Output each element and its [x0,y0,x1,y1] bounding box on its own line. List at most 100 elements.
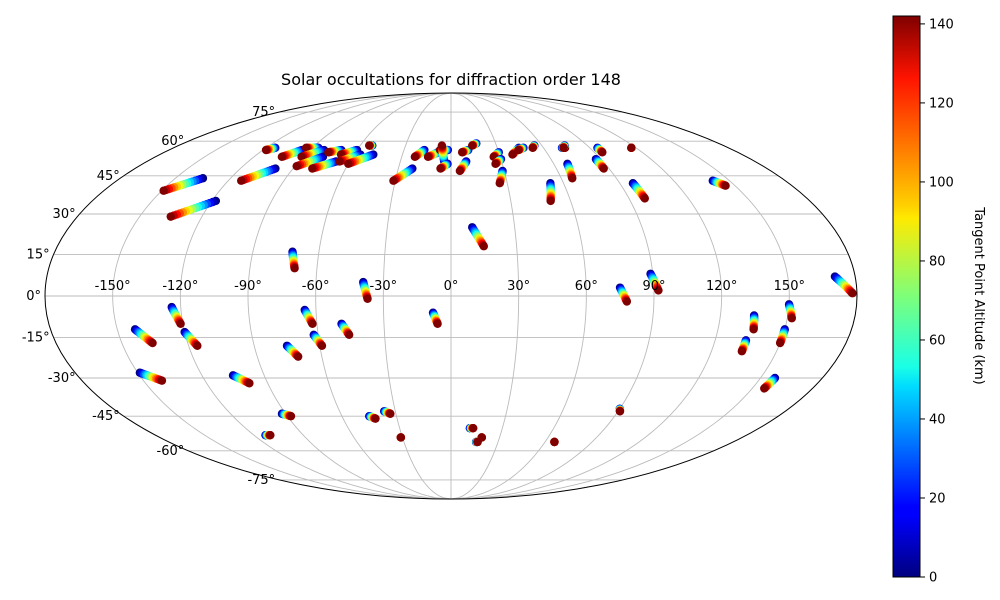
track-point [455,166,465,176]
lon-tick-label: 0° [444,279,459,294]
occultation-track [130,325,157,348]
meridian-line [112,93,452,499]
occultation-track [261,430,275,440]
track-point [261,145,271,155]
track-point [598,148,607,157]
lon-tick-label: -60° [302,279,330,294]
track-point [749,325,758,334]
track-point [371,414,380,423]
meridian-line [382,93,452,499]
track-point [245,379,254,388]
track-point [528,143,537,152]
track-point [654,286,663,295]
track-point [479,242,488,251]
track-point [344,159,353,169]
occultation-track [292,152,328,171]
occultation-track [465,423,478,433]
track-point [433,319,442,328]
occultation-track [591,154,608,173]
occultation-track [228,371,254,388]
track-point [396,433,406,442]
occultation-track [337,319,354,340]
occultation-track [428,308,442,328]
occultation-track [468,139,481,150]
occultation-track [760,373,780,393]
track-point [546,196,555,206]
colorbar-ticks: 0 20 40 60 80 100 120 140 [920,17,954,586]
occultation-track [627,143,636,152]
track-point [514,145,523,155]
track-point [301,143,311,152]
occultation-track [396,433,406,442]
lat-tick-label: 0° [26,289,41,304]
track-point [148,338,157,348]
occultation-track [593,143,607,157]
occultation-track [495,166,507,188]
colorbar-tick-label: 20 [929,491,946,506]
track-point [308,164,317,173]
graticule [45,93,857,499]
track-point [290,264,299,273]
occultation-track [457,145,473,157]
track-point [568,174,577,183]
occultation-track [167,302,185,328]
track-point [848,289,857,298]
track-point [166,212,175,221]
colorbar-tick-label: 80 [929,254,946,269]
meridian-line [450,93,587,499]
occultation-track [737,336,751,356]
lon-tick-label: 150° [774,279,805,294]
track-point [363,294,372,303]
occultation-track [344,150,378,169]
track-point [615,407,625,416]
occultation-track [528,141,539,152]
occultation-track [784,300,796,323]
lat-tick-label: -60° [157,444,185,459]
occultation-track [410,145,429,162]
occultation-track [365,411,380,423]
map-frame [44,92,858,500]
occultation-track [180,327,202,350]
track-point [344,330,354,340]
occultation-track [261,143,280,155]
lat-tick-label: -45° [92,409,120,424]
track-point [292,161,301,171]
track-point [324,148,333,157]
track-point [495,179,504,188]
track-point [266,430,275,440]
lat-tick-label: 75° [252,105,275,120]
lat-tick-label: -75° [247,473,275,488]
track-point [627,143,636,152]
occultation-track [646,269,663,295]
track-point [473,437,482,447]
meridian-line [450,93,520,499]
occultation-track [135,368,167,385]
occultation-track [491,154,506,169]
meridian-line [450,93,790,499]
latitude-tick-labels: 75° 60° 45° 30° 15° 0° -15° -30° -45° -60° -75° [22,105,275,488]
occultation-track [389,164,417,185]
occultation-tracks [130,139,857,447]
track-point [389,176,398,185]
colorbar-tick-label: 120 [929,96,954,111]
track-point [721,181,730,190]
occultation-track [615,283,632,306]
occultation-track [437,141,449,166]
track-point [297,152,306,162]
track-point [410,152,420,162]
track-point [277,152,287,162]
track-point [775,338,785,348]
occultation-track [237,164,280,185]
occultation-track [455,157,471,176]
lat-tick-label: -15° [22,331,50,346]
colorbar [892,15,921,578]
colorbar-label: Tangent Point Altitude (km) [971,206,986,384]
occultation-track [308,157,341,173]
track-point [468,141,477,150]
occultation-track [615,404,625,416]
track-point [423,152,433,162]
meridian-line [450,93,655,499]
track-point [559,143,568,152]
lon-tick-label: -120° [162,279,198,294]
